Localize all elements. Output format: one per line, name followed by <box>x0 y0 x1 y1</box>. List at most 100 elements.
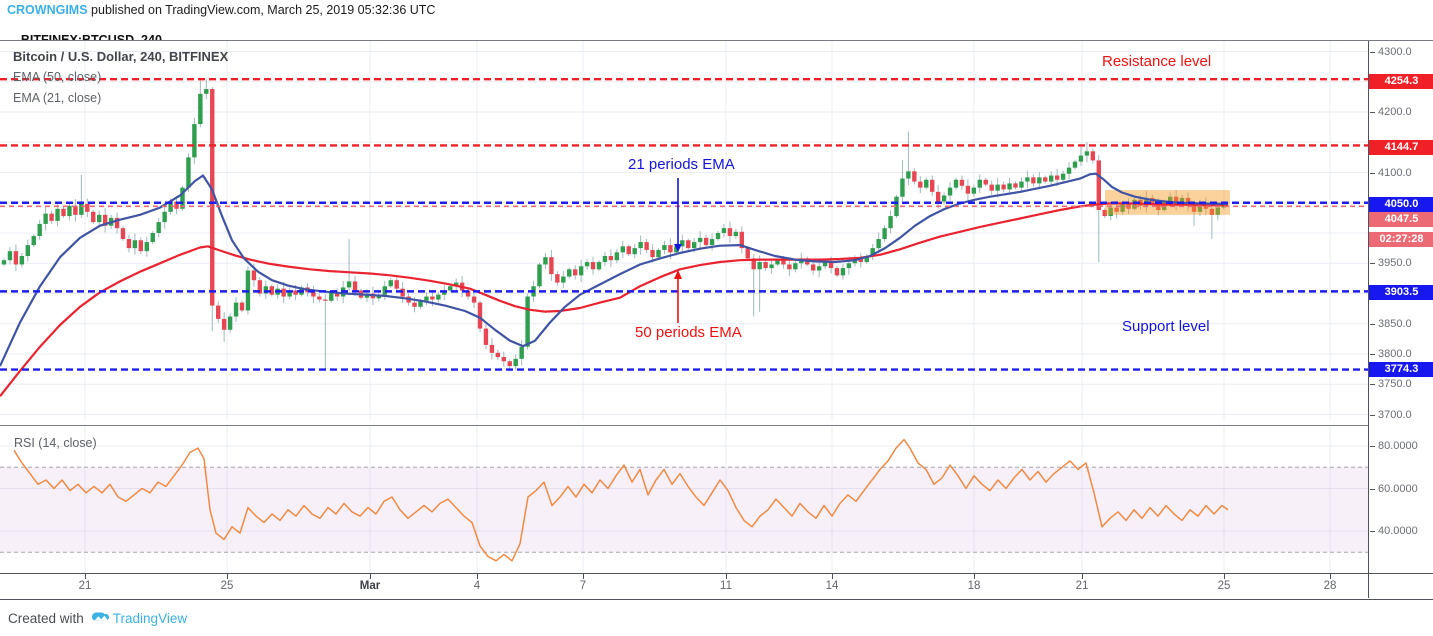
candle-down <box>834 268 840 276</box>
ema21-annotation-label[interactable]: 21 periods EMA <box>628 156 735 173</box>
candle-up <box>567 269 572 277</box>
candle-down <box>555 274 560 283</box>
candle-up <box>382 286 387 295</box>
pane-separator[interactable] <box>0 425 1433 426</box>
candle-up <box>1066 167 1072 174</box>
candle-up <box>180 187 185 209</box>
candle-up <box>1019 181 1024 188</box>
candle-up <box>757 262 762 270</box>
candle-down <box>828 262 834 269</box>
candle-up <box>144 242 149 252</box>
candle-up <box>418 300 423 307</box>
candle-down <box>73 205 78 215</box>
candle-up <box>977 179 982 188</box>
candle-up <box>864 255 869 263</box>
candle-up <box>900 178 905 197</box>
legend-symbol-title[interactable]: Bitcoin / U.S. Dollar, 240, BITFINEX <box>13 49 229 64</box>
time-axis-tick <box>832 574 833 579</box>
candle-up <box>769 264 774 269</box>
resistance-level-label[interactable]: Resistance level <box>1102 53 1212 70</box>
candle-up <box>870 248 875 256</box>
candle-up <box>233 302 239 317</box>
candle-down <box>251 270 257 281</box>
candle-down <box>686 240 691 249</box>
candle-down <box>590 262 596 270</box>
rsi-chart[interactable] <box>0 426 1368 573</box>
price-axis-label: 3800.0 <box>1370 348 1412 360</box>
time-axis[interactable]: 21 25 Mar 4 7 11 14 18 21 25 28 <box>0 573 1433 599</box>
main-price-pane[interactable] <box>0 41 1368 421</box>
candle-up <box>436 294 441 300</box>
candle-down <box>61 208 66 217</box>
candle-down <box>1203 203 1209 209</box>
candle-down <box>501 357 506 362</box>
candle-up <box>97 214 102 223</box>
candle-up <box>894 196 899 217</box>
rsi-line <box>13 438 1229 562</box>
candle-down <box>352 281 358 291</box>
legend-ema50[interactable]: EMA (50, close) <box>13 70 102 84</box>
tradingview-brand-link[interactable]: TradingView <box>112 610 188 626</box>
candle-up <box>656 249 661 258</box>
candle-down <box>1191 205 1197 212</box>
candle-up <box>620 246 625 253</box>
candle-up <box>31 236 36 246</box>
candle-up <box>578 266 584 276</box>
candle-down <box>1090 151 1096 161</box>
candle-up <box>1084 151 1090 156</box>
candle-down <box>930 179 935 192</box>
candle-down <box>668 245 673 253</box>
candle-down <box>1102 210 1107 217</box>
candle-down <box>412 302 417 307</box>
candle-down <box>210 89 215 306</box>
candle-up <box>1025 177 1030 182</box>
time-axis-label: 28 <box>1323 580 1337 592</box>
time-axis-tick <box>85 574 86 579</box>
candle-up <box>1 260 7 265</box>
candle-up <box>816 266 822 271</box>
candle-up <box>733 231 739 237</box>
candle-down <box>85 203 90 212</box>
candle-down <box>650 249 655 258</box>
price-axis[interactable]: 4300.0 4200.0 4100.0 3950.0 3850.0 3800.0 3750… <box>1368 41 1433 573</box>
rsi-pane[interactable] <box>0 426 1368 573</box>
candle-up <box>525 296 530 347</box>
candle-up <box>971 187 977 194</box>
support-level-label[interactable]: Support level <box>1122 318 1210 335</box>
candle-down <box>335 292 340 297</box>
legend-ema21[interactable]: EMA (21, close) <box>13 91 102 105</box>
candlestick-chart[interactable] <box>0 41 1368 421</box>
candle-up <box>638 242 643 249</box>
time-axis-tick <box>477 574 478 579</box>
price-axis-label: 3700.0 <box>1370 408 1412 421</box>
candle-up <box>7 251 13 261</box>
candle-up <box>775 260 780 265</box>
candle-up <box>168 201 173 212</box>
candle-up <box>150 233 155 243</box>
candle-up <box>442 290 447 295</box>
rsi-legend[interactable]: RSI (14, close) <box>14 436 97 450</box>
candle-up <box>846 263 852 269</box>
publish-line: CROWNGIMS published on TradingView.com, … <box>7 3 435 17</box>
candle-up <box>1168 196 1173 202</box>
candle-up <box>632 248 637 255</box>
candle-down <box>763 262 768 269</box>
candle-up <box>537 264 542 287</box>
candle-up <box>561 276 566 283</box>
candle-down <box>269 286 274 295</box>
candle-up <box>876 239 881 249</box>
candle-down <box>1096 160 1101 211</box>
ema50-annotation-label[interactable]: 50 periods EMA <box>635 324 742 341</box>
candle-up <box>822 262 828 267</box>
candle-up <box>1049 175 1054 182</box>
candle-down <box>126 239 132 249</box>
chart-widget: Bitcoin / U.S. Dollar, 240, BITFINEX EMA… <box>0 40 1433 600</box>
candle-up <box>198 93 203 125</box>
candle-up <box>454 282 459 287</box>
candle-up <box>19 255 25 265</box>
author-link[interactable]: CROWNGIMS <box>7 3 88 17</box>
chart-legend: Bitcoin / U.S. Dollar, 240, BITFINEX EMA… <box>13 46 228 109</box>
candle-down <box>174 201 179 209</box>
time-axis-tick <box>370 574 371 579</box>
candle-down <box>912 171 917 182</box>
